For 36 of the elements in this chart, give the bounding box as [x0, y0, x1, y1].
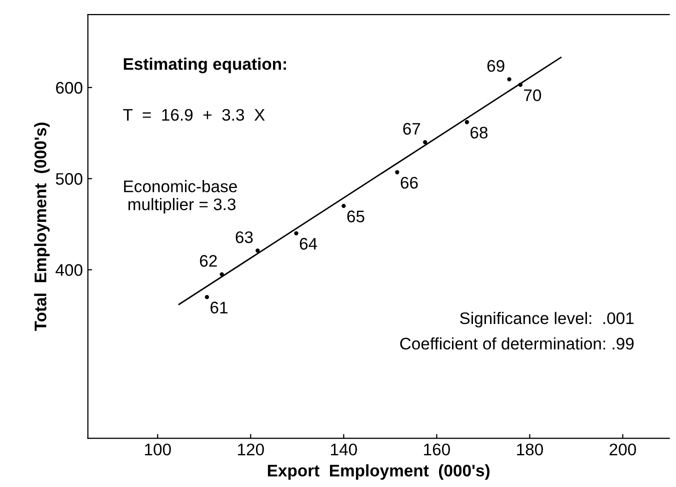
y-tick-label: 500 — [56, 173, 82, 185]
annotation: T = 16.9 + 3.3 X — [123, 108, 265, 121]
y-tick-label: 600 — [56, 82, 82, 94]
annotation: 65 — [347, 210, 364, 222]
y-tick-label: 400 — [56, 264, 82, 276]
annotation: Estimating equation: — [124, 58, 286, 74]
point — [518, 82, 522, 87]
point — [256, 248, 260, 253]
point — [204, 294, 210, 300]
point — [220, 272, 224, 276]
point — [395, 170, 400, 174]
x-tick-label: 140 — [331, 444, 357, 456]
point — [342, 204, 346, 208]
annotation: 64 — [300, 238, 318, 250]
annotation: 66 — [400, 176, 418, 189]
annotation: 69 — [487, 60, 504, 72]
annotation: 70 — [524, 89, 542, 102]
x-tick-label: 160 — [424, 444, 450, 456]
x-tick-label: 120 — [238, 444, 264, 456]
annotation: Coefficient of determination: .99 — [400, 337, 634, 350]
annotation: Economic-base multiplier = 3.3 — [124, 180, 237, 214]
annotation: Significance level: .001 — [460, 312, 634, 328]
y-axis-title: Total Employment (000's) — [34, 122, 50, 331]
point — [464, 120, 470, 124]
point — [507, 77, 512, 82]
annotation: 61 — [210, 302, 228, 314]
x-axis-title: Export Employment (000's) — [268, 464, 490, 480]
point — [294, 231, 298, 236]
x-tick-label: 200 — [610, 444, 636, 456]
annotation: 67 — [403, 122, 420, 135]
annotation: 62 — [200, 255, 217, 267]
annotation: 63 — [236, 231, 253, 244]
point — [422, 140, 428, 144]
annotation: 68 — [470, 126, 488, 139]
x-tick-label: 100 — [145, 444, 171, 456]
x-tick-label: 180 — [517, 444, 543, 456]
